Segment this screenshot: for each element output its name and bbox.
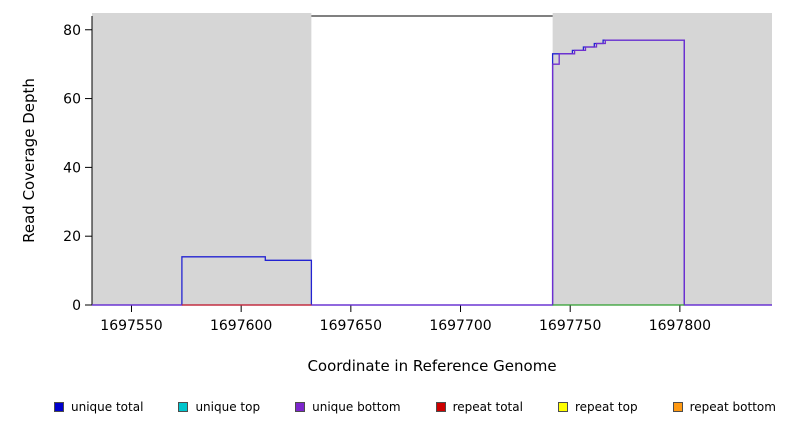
y-tick-label: 60 (63, 92, 81, 108)
y-tick-label: 20 (63, 229, 81, 245)
y-tick-label: 40 (63, 160, 81, 176)
y-tick-label: 0 (72, 298, 81, 314)
x-tick-label: 1697650 (320, 318, 382, 334)
legend-label: repeat total (452, 400, 523, 414)
legend-item-repeat-total: repeat total (435, 400, 523, 414)
unique-bottom-swatch-icon (295, 402, 306, 412)
x-tick-label: 1697600 (210, 318, 272, 334)
unique-top-swatch-icon (178, 402, 189, 412)
x-tick-label: 1697800 (649, 318, 711, 334)
series-unique-bottom (92, 39, 772, 306)
legend-label: repeat top (574, 400, 638, 414)
shaded-region-right-gray-block (552, 13, 772, 305)
repeat-bottom-swatch-icon (672, 402, 683, 412)
x-tick-label: 1697700 (429, 318, 491, 334)
y-tick-label: 80 (63, 23, 81, 39)
repeat-total-swatch-icon (435, 402, 446, 412)
legend-label: unique top (195, 400, 261, 414)
x-tick-label: 1697550 (100, 318, 162, 334)
legend-item-unique-bottom: unique bottom (295, 400, 401, 414)
unique-total-swatch-icon (54, 402, 64, 412)
legend-label: unique bottom (312, 400, 401, 414)
x-tick-label: 1697750 (539, 318, 601, 334)
legend-item-repeat-bottom: repeat bottom (672, 400, 776, 414)
y-axis-title: Read Coverage Depth (20, 78, 38, 243)
coverage-chart: 1697550 1697600 1697650 1697700 1697750 16978… (20, 13, 772, 375)
coverage-chart-svg: 1697550 1697600 1697650 1697700 1697750 16978… (20, 13, 772, 375)
legend-item-repeat-top: repeat top (557, 400, 638, 414)
legend-label: repeat bottom (689, 400, 776, 414)
legend-item-unique-top: unique top (178, 400, 260, 414)
legend-label: unique total (71, 400, 144, 414)
x-axis-title: Coordinate in Reference Genome (307, 357, 556, 375)
shaded-region-left-gray-block (92, 13, 312, 305)
chart-legend: unique total unique top unique bottom repea… (0, 400, 792, 414)
legend-item-unique-total: unique total (54, 400, 143, 414)
repeat-top-swatch-icon (557, 402, 568, 412)
series-unique-total (92, 39, 772, 306)
